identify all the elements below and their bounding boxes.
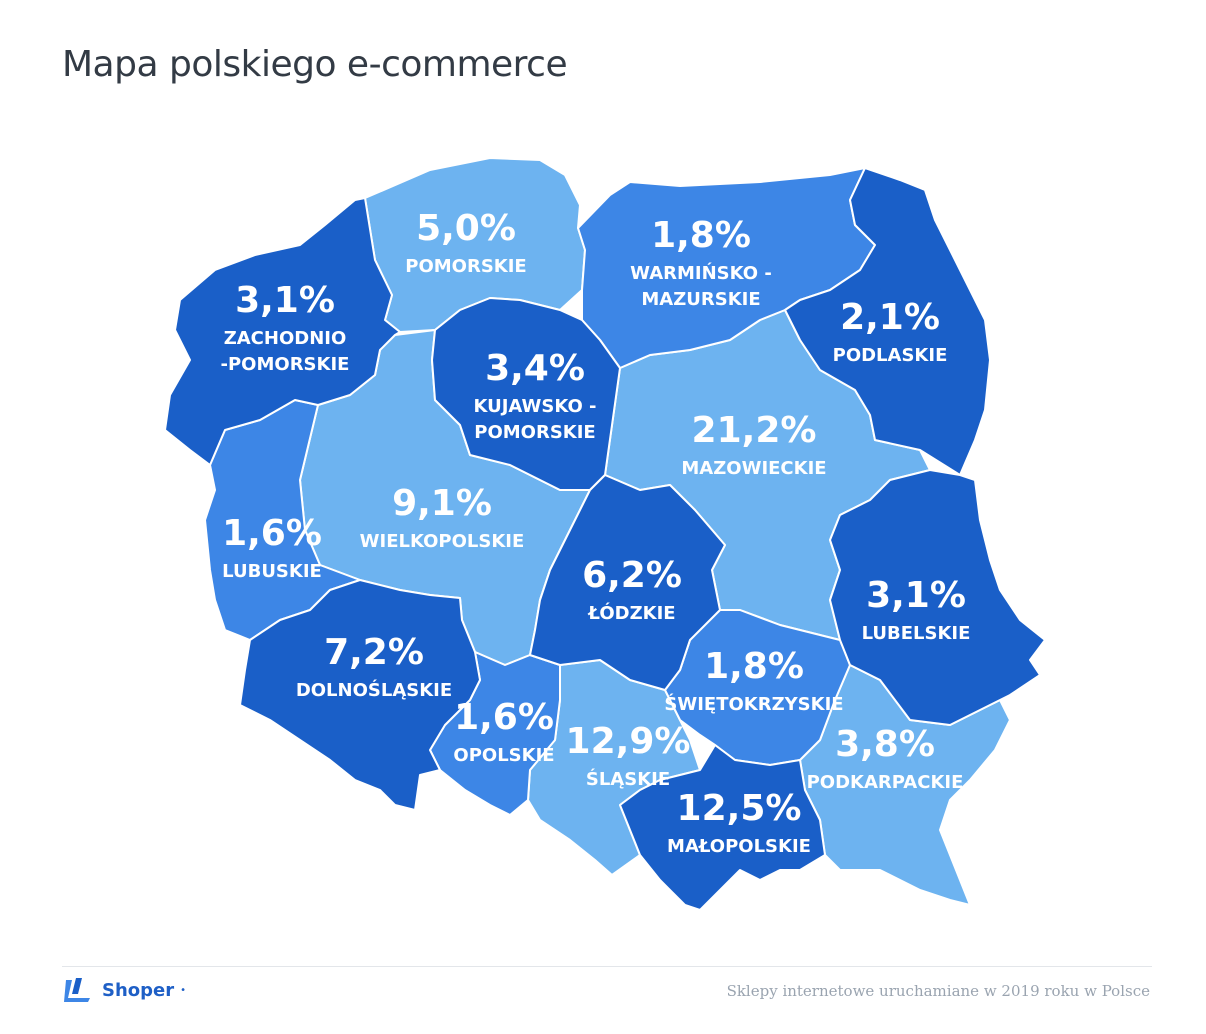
label-lubelskie: 3,1% LUBELSKIE	[862, 575, 971, 644]
pct-label: 9,1%	[392, 483, 492, 524]
name-label: OPOLSKIE	[453, 745, 554, 766]
label-kujawsko: 3,4% KUJAWSKO - POMORSKIE	[473, 348, 596, 443]
name-label: ZACHODNIO	[224, 328, 347, 349]
name-label: POMORSKIE	[474, 422, 595, 443]
shoper-logo[interactable]: Shoper •	[62, 975, 186, 1005]
pct-label: 1,6%	[454, 697, 554, 738]
pct-label: 2,1%	[840, 297, 940, 338]
name-label: KUJAWSKO -	[473, 396, 596, 417]
label-lodzkie: 6,2% ŁÓDZKIE	[582, 555, 682, 624]
name-label: LUBELSKIE	[862, 623, 971, 644]
pct-label: 12,5%	[677, 788, 802, 829]
pct-label: 1,6%	[222, 513, 322, 554]
label-mazowieckie: 21,2% MAZOWIECKIE	[681, 410, 826, 479]
shoper-logo-icon	[64, 978, 90, 1002]
pct-label: 3,1%	[235, 280, 335, 321]
pct-label: 3,1%	[866, 575, 966, 616]
name-label: ŚWIĘTOKRZYSKIE	[664, 693, 843, 715]
region-lodzkie[interactable]	[529, 474, 726, 691]
footer-divider	[62, 966, 1152, 967]
pct-label: 5,0%	[416, 208, 516, 249]
name-label: ŚLĄSKIE	[586, 768, 670, 790]
pct-label: 7,2%	[324, 632, 424, 673]
page-title: Mapa polskiego e-commerce	[62, 44, 568, 85]
region-malopolskie[interactable]	[619, 744, 826, 911]
label-lubuskie: 1,6% LUBUSKIE	[222, 513, 322, 582]
name-label: DOLNOŚLĄSKIE	[296, 679, 452, 701]
label-swietokrzyskie: 1,8% ŚWIĘTOKRZYSKIE	[664, 646, 843, 715]
pct-label: 6,2%	[582, 555, 682, 596]
label-warminsko: 1,8% WARMIŃSKO - MAZURSKIE	[630, 215, 772, 310]
brand-mark: •	[180, 984, 187, 996]
label-zachodnio: 3,1% ZACHODNIO -POMORSKIE	[221, 280, 350, 375]
pct-label: 3,4%	[485, 348, 585, 389]
label-wielkopolskie: 9,1% WIELKOPOLSKIE	[360, 483, 525, 552]
name-label: ŁÓDZKIE	[587, 602, 675, 624]
region-dolnoslaskie[interactable]	[239, 579, 481, 811]
pct-label: 1,8%	[651, 215, 751, 256]
name-label: MAZURSKIE	[641, 289, 760, 310]
pct-label: 12,9%	[566, 721, 691, 762]
name-label: WIELKOPOLSKIE	[360, 531, 525, 552]
label-slaskie: 12,9% ŚLĄSKIE	[566, 721, 691, 790]
label-dolnoslaskie: 7,2% DOLNOŚLĄSKIE	[296, 632, 452, 701]
region-zachodnio[interactable]	[164, 197, 401, 466]
name-label: -POMORSKIE	[221, 354, 350, 375]
pct-label: 1,8%	[704, 646, 804, 687]
brand-name: Shoper	[102, 979, 175, 1001]
footnote: Sklepy internetowe uruchamiane w 2019 ro…	[726, 982, 1150, 1000]
label-podlaskie: 2,1% PODLASKIE	[833, 297, 948, 366]
name-label: LUBUSKIE	[222, 561, 322, 582]
pct-label: 21,2%	[692, 410, 817, 451]
name-label: POMORSKIE	[405, 256, 526, 277]
name-label: MAZOWIECKIE	[681, 458, 826, 479]
label-opolskie: 1,6% OPOLSKIE	[453, 697, 554, 766]
name-label: PODKARPACKIE	[807, 772, 964, 793]
region-lubelskie[interactable]	[829, 469, 1046, 726]
label-podkarpackie: 3,8% PODKARPACKIE	[807, 724, 964, 793]
pct-label: 3,8%	[835, 724, 935, 765]
label-malopolskie: 12,5% MAŁOPOLSKIE	[667, 788, 811, 857]
label-pomorskie: 5,0% POMORSKIE	[405, 208, 526, 277]
name-label: WARMIŃSKO -	[630, 262, 772, 284]
region-podlaskie[interactable]	[784, 167, 991, 476]
name-label: PODLASKIE	[833, 345, 948, 366]
region-swietokrzyskie[interactable]	[664, 609, 851, 766]
name-label: MAŁOPOLSKIE	[667, 836, 811, 857]
